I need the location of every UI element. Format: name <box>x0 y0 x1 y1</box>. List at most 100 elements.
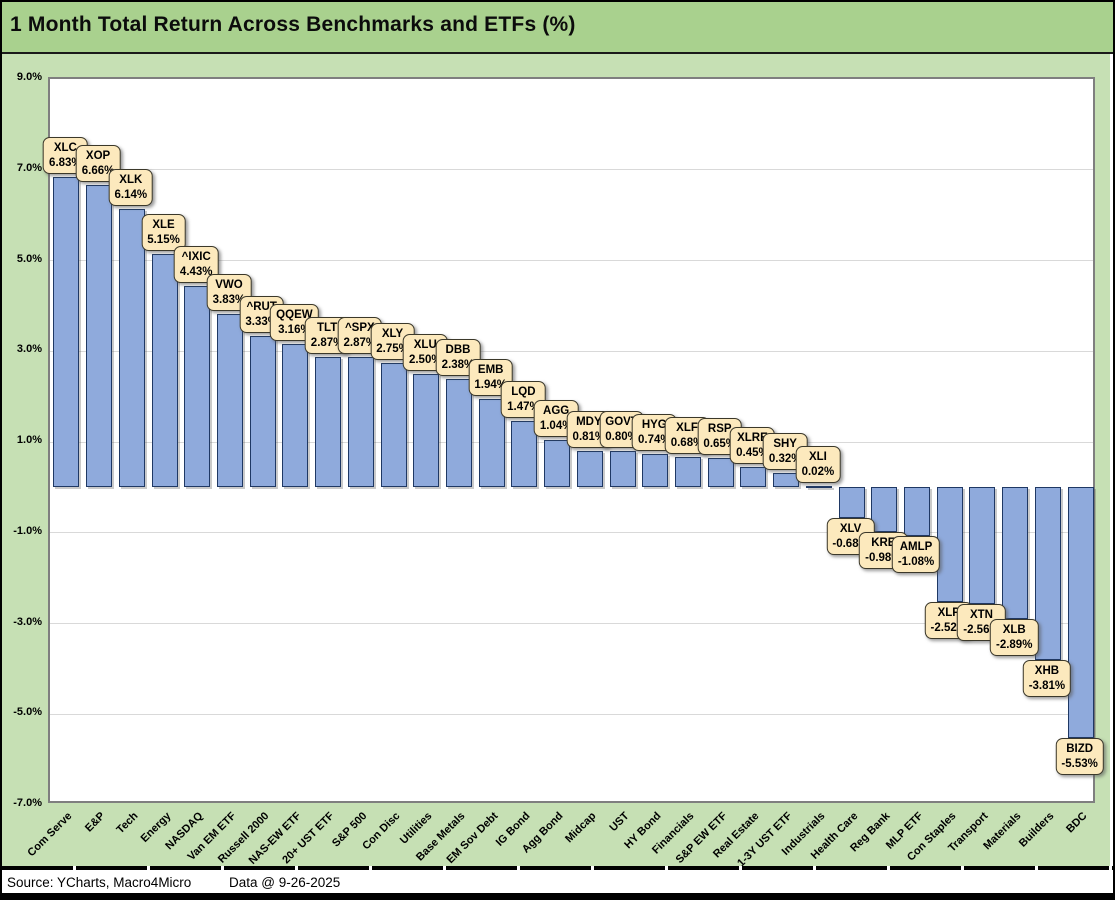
gridline <box>50 169 1093 171</box>
bar-rut[interactable] <box>249 336 276 488</box>
data-label-xhb[interactable]: XHB -3.81% <box>1022 660 1072 698</box>
data-label-ticker: XLP <box>937 606 960 619</box>
y-axis-label-1-0: -1.0% <box>13 524 42 537</box>
bar-xlc[interactable] <box>53 177 80 488</box>
data-label-ticker: XLU <box>413 338 437 351</box>
bottom-border <box>2 893 1113 898</box>
bar-xli[interactable] <box>805 486 832 489</box>
data-label-value: 3.83% <box>212 293 246 306</box>
bar-lqd[interactable] <box>511 420 538 488</box>
data-label-value: 0.68% <box>670 436 704 449</box>
y-axis-label-1-0: 1.0% <box>16 434 42 446</box>
y-axis-label-7-0: 7.0% <box>16 161 42 174</box>
y-axis-label-5-0: 5.0% <box>16 252 42 265</box>
data-label-value: -1.08% <box>897 556 935 569</box>
bar-amlp[interactable] <box>904 487 931 537</box>
bar-vwo[interactable] <box>216 313 243 488</box>
data-label-ticker: XTN <box>969 608 993 621</box>
bar-dbb[interactable] <box>445 379 472 488</box>
data-label-ticker: HYG <box>641 418 667 431</box>
bar-kre[interactable] <box>871 487 898 532</box>
data-label-value: 6.14% <box>114 188 148 201</box>
plot-area <box>48 77 1095 803</box>
data-label-value: 2.50% <box>408 353 442 366</box>
data-label-value: 0.81% <box>572 430 606 443</box>
y-axis-label-7-0: -7.0% <box>13 797 42 809</box>
bar-xop[interactable] <box>86 185 113 488</box>
bar-ixic[interactable] <box>184 286 211 488</box>
y-axis-label-3-0: 3.0% <box>16 343 42 356</box>
bar-xlp[interactable] <box>936 487 963 602</box>
data-label-ixic[interactable]: ^IXIC 4.43% <box>173 246 219 284</box>
data-label-ticker: XHB <box>1034 665 1060 678</box>
bar-qqew[interactable] <box>282 343 309 488</box>
data-label-ticker: EMB <box>477 364 504 377</box>
data-label-value: 0.32% <box>768 452 802 465</box>
bar-xle[interactable] <box>151 253 178 488</box>
data-label-ticker: MDY <box>576 415 602 428</box>
bar-xlk[interactable] <box>118 208 145 488</box>
data-label-ticker: LQD <box>511 385 536 398</box>
data-label-ticker: RSP <box>707 422 732 435</box>
data-label-xlf[interactable]: XLF 0.68% <box>664 416 710 454</box>
data-label-ticker: AMLP <box>899 541 933 554</box>
data-label-value: 2.87% <box>310 337 344 350</box>
data-label-value: 0.65% <box>703 437 737 450</box>
data-label-xlk[interactable]: XLK 6.14% <box>108 168 154 206</box>
data-label-value: 1.47% <box>507 400 540 413</box>
data-label-xli[interactable]: XLI 0.02% <box>795 446 841 484</box>
gridline <box>50 532 1093 534</box>
bar-xlf[interactable] <box>675 456 702 488</box>
data-label-ticker: XLY <box>381 327 404 340</box>
data-label-value: -3.81% <box>1028 680 1066 693</box>
data-label-value: 1.04% <box>539 420 573 433</box>
data-label-value: 0.02% <box>801 466 835 479</box>
bar-xlu[interactable] <box>413 373 440 488</box>
chart-title: 1 Month Total Return Across Benchmarks a… <box>10 13 576 36</box>
bar-xtn[interactable] <box>969 487 996 604</box>
data-label-value: 1.94% <box>474 379 508 392</box>
data-label-value: 6.83% <box>49 157 82 170</box>
bar-emb[interactable] <box>478 399 505 488</box>
gridline <box>50 623 1093 624</box>
data-label-ticker: XLF <box>676 421 698 434</box>
data-label-ticker: ^SPX <box>344 322 375 335</box>
data-label-bizd[interactable]: BIZD -5.53% <box>1055 738 1104 776</box>
data-label-value: 3.33% <box>245 316 278 329</box>
data-label-ticker: DBB <box>445 344 471 357</box>
bar-agg[interactable] <box>544 440 571 488</box>
data-label-ticker: ^IXIC <box>181 251 211 264</box>
sheet-gridline-bottom <box>2 866 1113 870</box>
data-label-vwo[interactable]: VWO 3.83% <box>206 273 252 311</box>
y-axis-label-9-0: 9.0% <box>16 71 42 83</box>
data-label-amlp[interactable]: AMLP -1.08% <box>891 536 941 574</box>
bar-xlv[interactable] <box>838 487 865 519</box>
bar-xly[interactable] <box>380 362 407 488</box>
data-label-xlb[interactable]: XLB -2.89% <box>989 618 1039 656</box>
chart-title-band: 1 Month Total Return Across Benchmarks a… <box>2 2 1113 54</box>
bar-xlb[interactable] <box>1002 487 1029 619</box>
data-label-ticker: SHY <box>773 437 797 450</box>
data-label-value: 5.15% <box>147 233 180 246</box>
data-label-ticker: XLV <box>839 523 862 536</box>
data-label-value: 3.16% <box>278 323 311 336</box>
bar-govt[interactable] <box>609 451 636 488</box>
footer-row: Source: YCharts, Macro4Micro Data @ 9-26… <box>2 870 1113 897</box>
data-label-xle[interactable]: XLE 5.15% <box>141 213 186 251</box>
bar-xlre[interactable] <box>740 466 767 488</box>
gridline <box>50 350 1093 352</box>
bar-tlt[interactable] <box>315 357 342 488</box>
bar-rsp[interactable] <box>707 457 734 488</box>
data-label-ticker: XLRE <box>737 431 768 444</box>
data-label-value: 0.74% <box>637 433 671 446</box>
bar-spx[interactable] <box>347 357 374 488</box>
data-label-value: 0.45% <box>736 446 769 459</box>
data-label-ticker: XLB <box>1002 623 1026 636</box>
bar-xhb[interactable] <box>1034 487 1061 661</box>
bar-bizd[interactable] <box>1067 487 1094 739</box>
bar-hyg[interactable] <box>642 453 669 488</box>
data-label-emb[interactable]: EMB 1.94% <box>468 359 514 397</box>
bar-mdy[interactable] <box>576 450 603 488</box>
data-label-ticker: XLC <box>53 142 77 155</box>
